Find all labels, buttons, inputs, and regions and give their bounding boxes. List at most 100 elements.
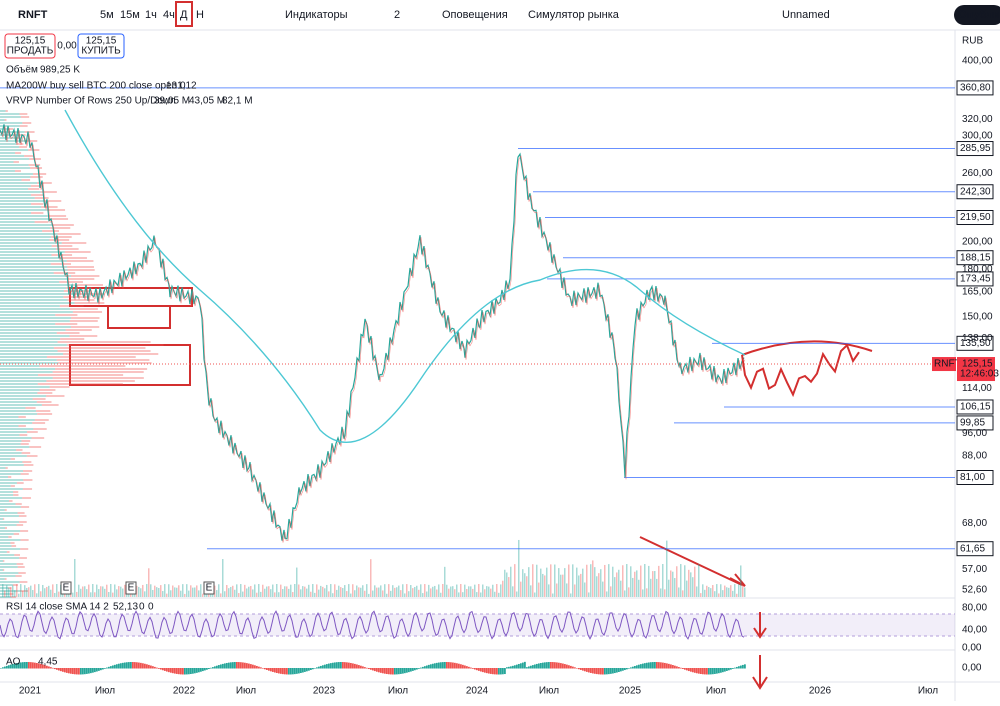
volume-bar [528, 567, 530, 597]
ao-bar [600, 668, 602, 675]
ao-bar [728, 668, 730, 671]
ao-bar [524, 661, 526, 669]
volume-profile-row [39, 389, 56, 391]
alerts-button[interactable]: Оповещения [442, 9, 508, 21]
volume-profile-row [0, 311, 73, 313]
volume-profile-row [0, 305, 60, 307]
volume-bar [634, 571, 636, 597]
volume-bar [32, 590, 34, 597]
volume-profile-row [0, 143, 17, 145]
volume-profile-row [28, 164, 41, 166]
rsi-value: 52,13 [113, 602, 138, 613]
interval-button[interactable]: 1ч [145, 9, 157, 21]
volume-bar [630, 566, 632, 597]
volume-bar [722, 590, 724, 597]
ao-bar [44, 665, 46, 669]
interval-button[interactable]: 4ч [163, 9, 175, 21]
ao-bar [42, 664, 44, 669]
ao-bar [554, 662, 556, 669]
interval-button[interactable]: Д [180, 9, 188, 21]
ao-bar [268, 668, 270, 671]
volume-bar [510, 566, 512, 597]
ao-bar [148, 664, 150, 669]
level-label: 135,50 [960, 338, 991, 349]
event-marker[interactable] [203, 581, 215, 595]
sell-box[interactable] [4, 33, 56, 59]
volume-bar [512, 586, 514, 597]
volume-profile-row [0, 416, 19, 418]
interval-button[interactable]: Н [196, 9, 204, 21]
volume-profile-row [10, 542, 15, 544]
volume-bar [582, 568, 584, 597]
buy-box[interactable] [77, 33, 125, 59]
volume-bar [560, 574, 562, 597]
volume-profile-row [0, 494, 14, 496]
volume-bar [296, 567, 298, 597]
ao-bar [244, 662, 246, 669]
volume-bar [588, 592, 590, 597]
volume-bar [736, 593, 738, 597]
volume-bar [242, 591, 244, 597]
volume-profile-row [0, 557, 20, 559]
event-marker[interactable] [125, 581, 137, 595]
volume-profile-row [0, 536, 9, 538]
ao-bar [400, 668, 402, 674]
volume-profile-row [0, 464, 24, 466]
volume-profile-row [0, 152, 16, 154]
volume-profile-row [35, 410, 51, 412]
level-tag [956, 415, 994, 431]
volume-bar [706, 585, 708, 597]
ao-bar [534, 664, 536, 669]
indicators-button[interactable]: Индикаторы [285, 9, 348, 21]
ao-bar [296, 668, 298, 674]
volume-profile-row [0, 446, 30, 448]
volume-profile-row [0, 209, 47, 211]
level-tag [956, 210, 994, 226]
volume-bar [234, 589, 236, 597]
ao-bar [270, 668, 272, 672]
event-marker[interactable] [60, 581, 72, 595]
replay-button[interactable]: Симулятор рынка [528, 9, 620, 21]
level-tag [956, 250, 994, 266]
volume-profile-row [46, 395, 65, 397]
ao-bar [456, 663, 458, 669]
ao-bar [282, 668, 284, 675]
publish-button[interactable] [954, 5, 1000, 25]
ao-bar [550, 662, 552, 669]
interval-button[interactable]: 15м [120, 9, 140, 21]
ao-bar [352, 663, 354, 669]
ao-bar [338, 662, 340, 669]
time-label: Июл [539, 686, 559, 697]
ao-bar [734, 667, 736, 669]
volume-profile-row [0, 338, 61, 340]
volume-bar [586, 564, 588, 597]
ao-bar [242, 662, 244, 669]
ao-bar [336, 662, 338, 669]
interval-button[interactable]: 5м [100, 9, 114, 21]
volume-profile-row [4, 527, 7, 529]
volume-profile-row [16, 524, 24, 526]
volume-bar [718, 593, 720, 597]
ao-bar [602, 668, 604, 675]
volume-bar [644, 564, 646, 597]
volume-profile-row [60, 338, 85, 340]
volume-profile-row [0, 443, 21, 445]
volume-bar [654, 571, 656, 597]
volume-profile-row [67, 299, 95, 301]
volume-bar [400, 590, 402, 597]
ao-bar [76, 668, 78, 675]
volume-bar [154, 585, 156, 597]
ao-bar [490, 668, 492, 674]
ao-bar [38, 663, 40, 669]
volume-profile-row [15, 503, 22, 505]
legend-text: MA200W buy sell BTC 200 close open 0 [6, 81, 186, 92]
volume-bar [676, 566, 678, 597]
volume-bar [364, 590, 366, 597]
ao-bar [486, 668, 488, 674]
ao-bar [340, 662, 342, 669]
volume-bar [26, 587, 28, 597]
volume-bar [548, 584, 550, 597]
legend-text: Объём [6, 64, 38, 76]
ao-bar [290, 668, 292, 675]
volume-bar [86, 589, 88, 597]
